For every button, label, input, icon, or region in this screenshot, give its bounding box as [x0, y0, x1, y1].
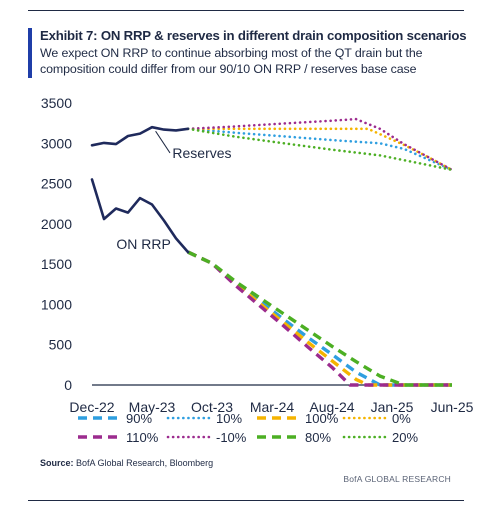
top-rule	[28, 10, 464, 11]
y-tick-label: 500	[49, 337, 73, 353]
x-tick-label: Jun-25	[431, 399, 474, 415]
series-line	[187, 250, 452, 387]
legend-label: -10%	[216, 430, 247, 445]
legend-label: 110%	[126, 430, 159, 445]
y-tick-label: 0	[64, 377, 72, 393]
series-line	[186, 127, 454, 172]
y-tick-label: 1000	[41, 296, 72, 312]
annotation-label: ON RRP	[116, 236, 170, 252]
chart-subtitle: We expect ON RRP to continue absorbing m…	[40, 46, 423, 76]
bottom-rule	[28, 500, 464, 501]
history-line	[90, 178, 190, 254]
series-line	[187, 250, 452, 387]
annotation-label: Reserves	[172, 145, 231, 161]
series-line	[186, 127, 454, 172]
y-tick-label: 2500	[41, 176, 72, 192]
chart: 0 500 1000 1500 2000 2500 3000 3500 Dec-22 May-2…	[41, 95, 474, 445]
series-line	[186, 117, 454, 172]
y-tick-label: 1500	[41, 256, 72, 272]
x-axis: Dec-22 May-23 Oct-23 Mar-24 Aug-24 Jan-25 Jun-…	[69, 384, 474, 415]
legend-label: 100%	[305, 411, 339, 426]
x-tick-label: Oct-23	[191, 399, 233, 415]
history-line	[90, 125, 190, 147]
legend: 90% 10% 100% 0% 110% -10% 80% 20%	[78, 411, 418, 445]
series-line	[187, 250, 452, 387]
series-layer	[90, 117, 454, 387]
y-tick-label: 3000	[41, 135, 72, 151]
x-tick-label: Dec-22	[69, 399, 114, 415]
source-text: BofA Global Research, Bloomberg	[76, 458, 214, 468]
y-tick-label: 2000	[41, 216, 72, 232]
series-line	[187, 250, 452, 387]
chart-title: Exhibit 7: ON RRP & reserves in differen…	[40, 28, 467, 43]
legend-label: 10%	[216, 411, 242, 426]
x-tick-label: Mar-24	[250, 399, 295, 415]
y-axis: 0 500 1000 1500 2000 2500 3000 3500	[41, 95, 72, 393]
series-line	[186, 127, 454, 172]
title-accent-bar	[28, 28, 32, 78]
annotation-layer: Reserves ON RRP	[116, 130, 232, 252]
legend-label: 90%	[126, 411, 152, 426]
source-label: Source:	[40, 458, 74, 468]
source-note: Source: BofA Global Research, Bloomberg	[40, 458, 213, 468]
x-tick-label: Aug-24	[309, 399, 354, 415]
y-tick-label: 3500	[41, 95, 72, 111]
legend-label: 80%	[305, 430, 331, 445]
reserves-leader-line	[155, 130, 171, 154]
legend-label: 0%	[392, 411, 411, 426]
x-tick-label: Jan-25	[371, 399, 414, 415]
x-tick-label: May-23	[129, 399, 176, 415]
brand-mark: BofA GLOBAL RESEARCH	[343, 474, 451, 484]
legend-label: 20%	[392, 430, 418, 445]
